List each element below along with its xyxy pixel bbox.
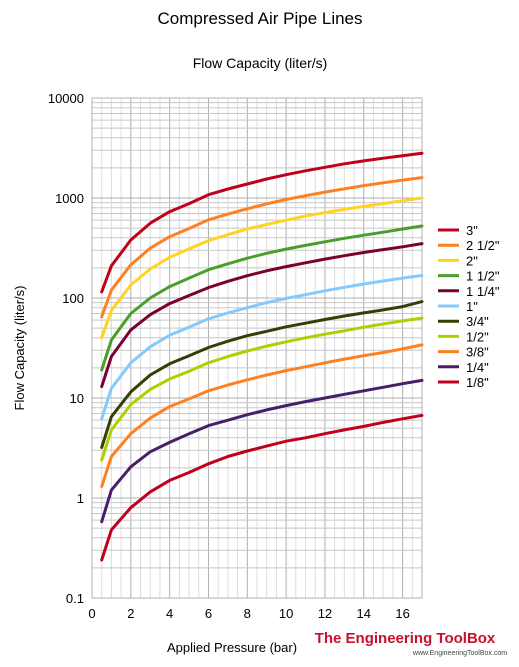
legend-label: 2" bbox=[466, 253, 478, 268]
tick-labels: 0 2 4 6 8 10 12 14 16 0.1 1 10 100 1000 10000 bbox=[48, 91, 410, 621]
brand-logo: The Engineering ToolBox bbox=[315, 630, 496, 647]
x-tick-label: 2 bbox=[127, 606, 134, 621]
x-tick-label: 16 bbox=[395, 606, 409, 621]
legend-label: 1/4" bbox=[466, 360, 489, 375]
series-line bbox=[100, 196, 424, 340]
chart-subtitle: Flow Capacity (liter/s) bbox=[193, 55, 328, 71]
series-line bbox=[100, 242, 424, 389]
legend-label: 3/4" bbox=[466, 314, 489, 329]
x-tick-label: 0 bbox=[88, 606, 95, 621]
series-line bbox=[100, 300, 424, 449]
series-line bbox=[100, 176, 424, 319]
x-tick-label: 10 bbox=[279, 606, 293, 621]
legend-label: 1 1/4" bbox=[466, 284, 500, 299]
y-tick-label: 10000 bbox=[48, 91, 84, 106]
legend-label: 1" bbox=[466, 299, 478, 314]
legend: 3"2 1/2"2"1 1/2"1 1/4"1"3/4"1/2"3/8"1/4"… bbox=[438, 223, 500, 390]
y-tick-label: 1000 bbox=[55, 191, 84, 206]
legend-label: 1/8" bbox=[466, 375, 489, 390]
chart-title: Compressed Air Pipe Lines bbox=[157, 9, 362, 28]
grid bbox=[92, 98, 422, 598]
y-tick-label: 1 bbox=[77, 491, 84, 506]
y-tick-label: 0.1 bbox=[66, 591, 84, 606]
legend-label: 1/2" bbox=[466, 329, 489, 344]
series-line bbox=[100, 224, 424, 372]
y-axis-label: Flow Capacity (liter/s) bbox=[12, 286, 27, 411]
series-line bbox=[100, 274, 424, 421]
y-tick-label: 10 bbox=[70, 391, 84, 406]
x-tick-label: 14 bbox=[357, 606, 371, 621]
series-line bbox=[100, 378, 424, 524]
series-group bbox=[100, 151, 424, 562]
legend-label: 2 1/2" bbox=[466, 238, 500, 253]
y-tick-label: 100 bbox=[62, 291, 84, 306]
x-tick-label: 6 bbox=[205, 606, 212, 621]
x-tick-label: 8 bbox=[244, 606, 251, 621]
series-line bbox=[100, 413, 424, 562]
legend-label: 3" bbox=[466, 223, 478, 238]
x-tick-label: 12 bbox=[318, 606, 332, 621]
x-axis-label: Applied Pressure (bar) bbox=[167, 640, 297, 655]
series-line bbox=[100, 343, 424, 489]
legend-label: 3/8" bbox=[466, 345, 489, 360]
legend-label: 1 1/2" bbox=[466, 269, 500, 284]
brand-url: www.EngineeringToolBox.com bbox=[412, 650, 507, 657]
plot-area bbox=[91, 97, 423, 599]
series-line bbox=[100, 151, 424, 294]
x-tick-label: 4 bbox=[166, 606, 173, 621]
series-line bbox=[100, 316, 424, 462]
